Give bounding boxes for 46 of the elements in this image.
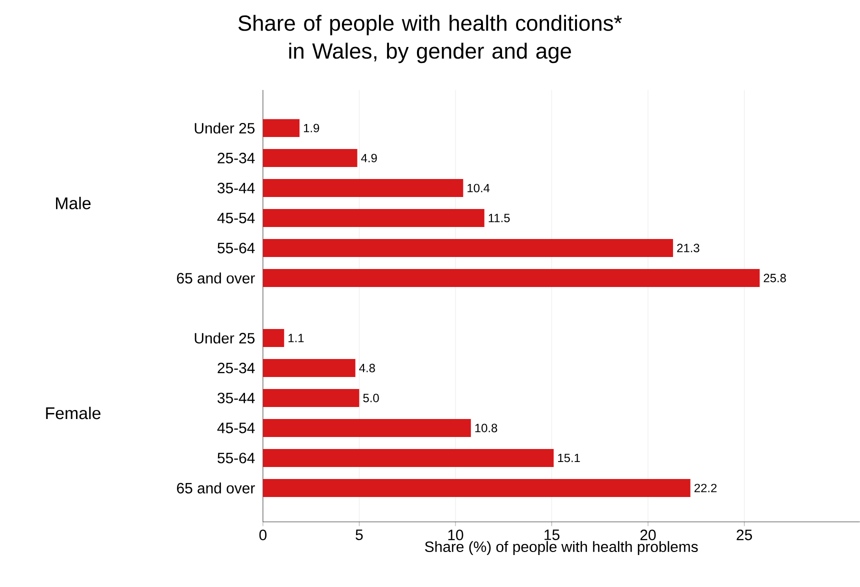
- data-label: 1.1: [288, 334, 304, 342]
- x-tick-label: 10: [448, 530, 464, 540]
- data-label: 15.1: [558, 454, 580, 462]
- data-label: 22.2: [694, 484, 717, 492]
- y-tick-label: 35-44: [218, 392, 255, 404]
- data-label: 10.8: [475, 424, 498, 432]
- bar: [262, 419, 471, 438]
- x-tick-label: 25: [736, 530, 752, 540]
- bar: [262, 329, 284, 348]
- data-label: 25.8: [764, 274, 786, 282]
- y-tick-label: 65 and over: [177, 272, 255, 284]
- data-label: 5.0: [363, 394, 379, 402]
- data-label: 10.4: [468, 184, 490, 192]
- chart-title: Share of people with health conditions* in Wales, by gender and age: [238, 14, 622, 64]
- y-tick-label: 45-54: [217, 212, 255, 224]
- bar: [262, 269, 760, 288]
- bar: [262, 239, 674, 258]
- text: Male: [56, 196, 91, 210]
- data-label: 4.8: [359, 364, 375, 372]
- bar: [262, 479, 690, 498]
- bar: [262, 449, 554, 468]
- bar: [262, 209, 484, 228]
- bar: [262, 179, 464, 198]
- bar: [262, 149, 358, 168]
- y-tick-label: Under 25: [194, 332, 255, 344]
- y-tick-label: 55-64: [218, 242, 255, 254]
- bar: [262, 359, 356, 378]
- y-tick-label: 45-54: [217, 422, 255, 434]
- y-tick-label: Under 25: [194, 122, 255, 134]
- y-tick-label: 35-44: [218, 182, 255, 194]
- data-label: 21.3: [677, 244, 700, 252]
- bar: [262, 389, 360, 408]
- data-label: 4.9: [361, 154, 377, 162]
- y-tick-label: 65 and over: [177, 482, 255, 494]
- x-tick-label: 5: [356, 530, 363, 540]
- data-label: 1.9: [304, 124, 320, 132]
- y-tick-label: 25-34: [218, 152, 255, 164]
- x-tick-label: 15: [544, 530, 560, 540]
- data-label: 11.5: [488, 214, 510, 222]
- y-tick-label: 25-34: [218, 362, 255, 374]
- y-tick-label: 55-64: [218, 452, 255, 464]
- bar: [262, 119, 300, 138]
- x-tick-label: 20: [640, 530, 656, 540]
- x-tick-label: 0: [259, 530, 267, 540]
- text: Female: [46, 406, 100, 420]
- x-axis-title: Share (%) of people with health problems: [425, 541, 698, 556]
